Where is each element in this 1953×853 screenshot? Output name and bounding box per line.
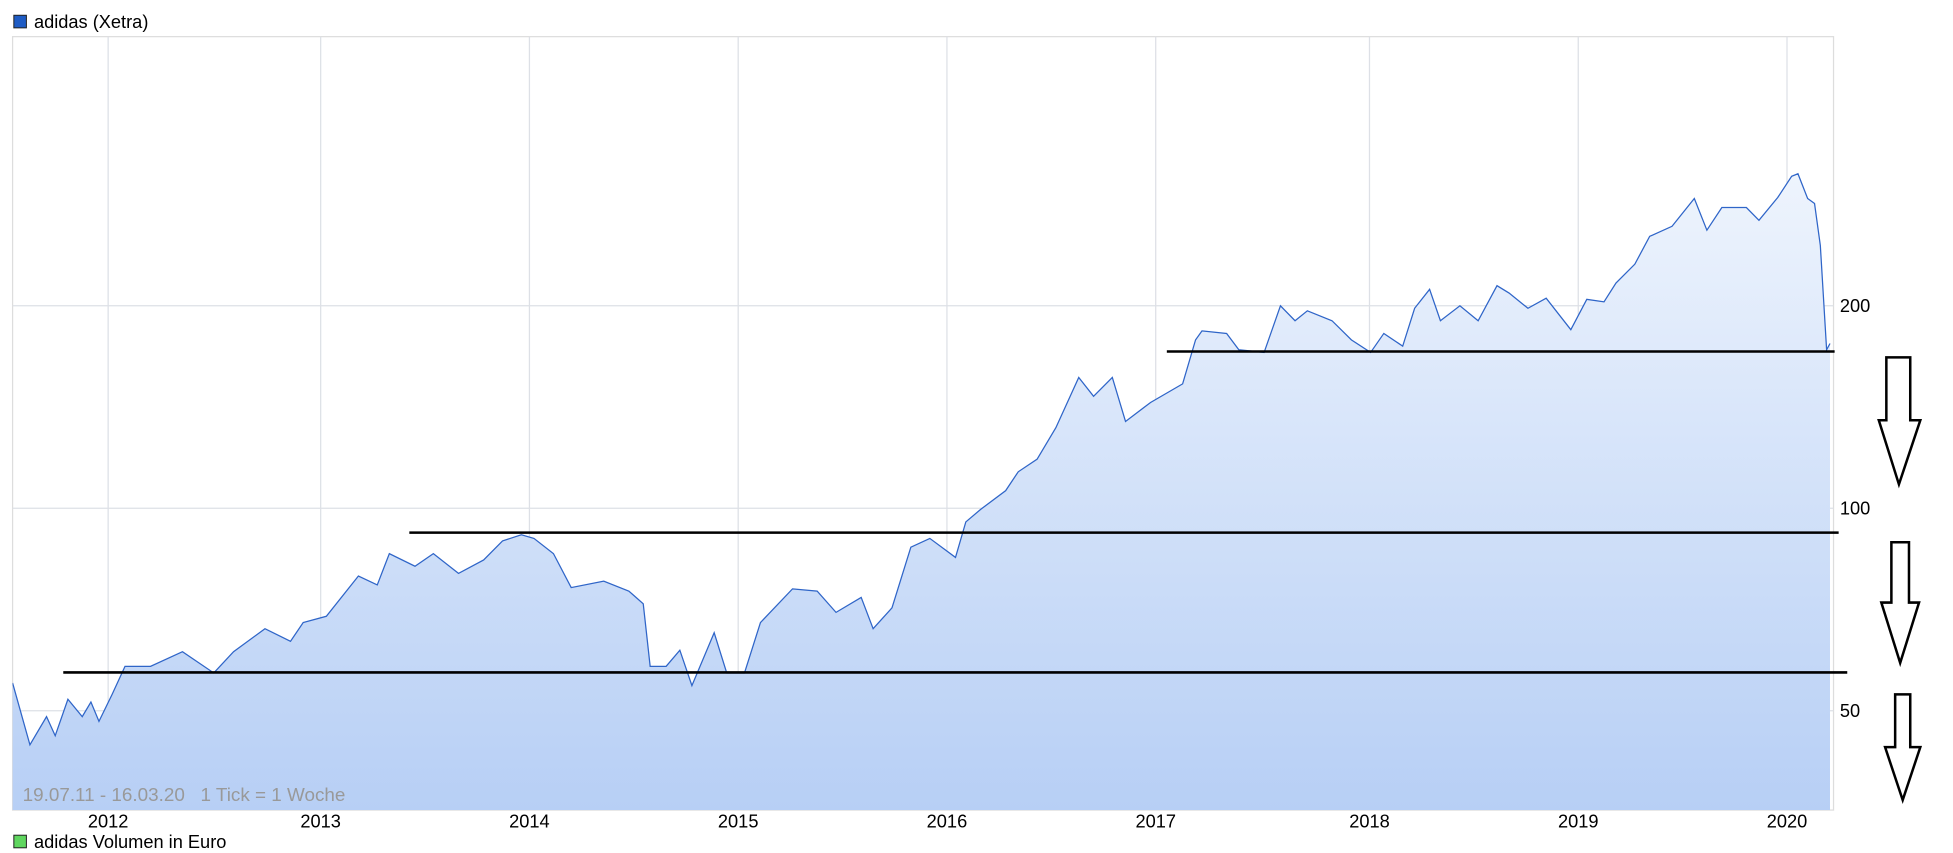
chart-title: adidas (Xetra) xyxy=(34,11,148,32)
x-tick-label: 2018 xyxy=(1349,811,1390,832)
x-axis: 2012 2013 2014 2015 2016 2017 2018 2019 2020 xyxy=(88,811,1807,832)
volume-legend-label: adidas Volumen in Euro xyxy=(34,831,226,852)
x-tick-label: 2014 xyxy=(509,811,550,832)
down-arrow-icon xyxy=(1879,540,1921,668)
x-tick-label: 2016 xyxy=(927,811,968,832)
date-range-label: 19.07.11 - 16.03.20 1 Tick = 1 Woche xyxy=(23,784,346,805)
y-tick-label: 200 xyxy=(1840,295,1870,316)
y-tick-label: 50 xyxy=(1840,700,1860,721)
price-area xyxy=(12,173,1831,811)
support-lines xyxy=(63,350,1848,674)
x-tick-label: 2017 xyxy=(1135,811,1176,832)
x-tick-label: 2020 xyxy=(1767,811,1808,832)
legend-swatch xyxy=(13,14,27,29)
y-axis: 200 100 50 xyxy=(1840,295,1870,721)
x-tick-label: 2019 xyxy=(1558,811,1599,832)
x-tick-label: 2012 xyxy=(88,811,129,832)
price-line xyxy=(12,172,1831,747)
x-tick-label: 2015 xyxy=(718,811,759,832)
x-tick-label: 2013 xyxy=(300,811,341,832)
volume-legend-swatch xyxy=(13,834,27,849)
y-tick-label: 100 xyxy=(1840,498,1870,519)
down-arrow-icon xyxy=(1883,693,1923,804)
down-arrow-icon xyxy=(1877,356,1923,489)
annotation-arrows xyxy=(1877,356,1923,804)
